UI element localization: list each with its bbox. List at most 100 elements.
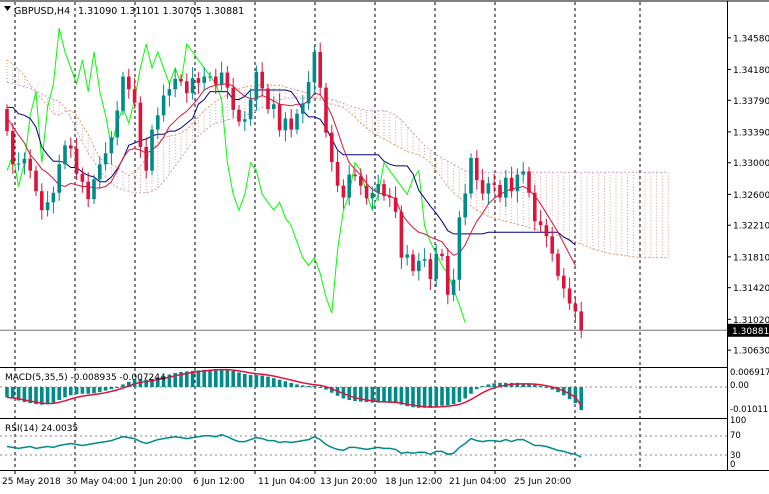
candle-body[interactable] [335,161,340,186]
candle-body[interactable] [301,103,305,114]
candle-body[interactable] [544,225,549,237]
candle-body[interactable] [422,259,427,261]
candle-body[interactable] [533,192,537,222]
candle-body[interactable] [550,236,554,254]
candle-body[interactable] [440,253,444,257]
candle-body[interactable] [388,195,392,198]
candle-body[interactable] [219,72,224,85]
candle-body[interactable] [248,99,253,120]
candle-body[interactable] [225,72,230,88]
candle-body[interactable] [243,119,247,122]
candle-body[interactable] [51,192,56,203]
candle-body[interactable] [208,76,212,78]
candle-body[interactable] [5,108,9,132]
candle-body[interactable] [196,78,201,83]
candle-body[interactable] [167,89,172,96]
candle-body[interactable] [277,104,282,131]
candle-body[interactable] [393,197,398,212]
candle-body[interactable] [190,78,195,94]
candle-body[interactable] [382,184,386,196]
candle-body[interactable] [428,259,433,279]
candle-body[interactable] [376,184,380,193]
candle-body[interactable] [527,171,531,193]
candle-body[interactable] [579,311,583,331]
candle-body[interactable] [330,132,334,162]
candle-body[interactable] [469,158,473,194]
candle-body[interactable] [283,118,288,131]
candle-body[interactable] [289,118,293,130]
candle-body[interactable] [295,113,299,130]
candle-body[interactable] [22,158,27,164]
candle-body[interactable] [399,211,404,258]
candle-body[interactable] [324,87,328,133]
candle-body[interactable] [92,179,96,200]
candle-body[interactable] [132,89,137,103]
candle-body[interactable] [353,174,357,177]
candle-body[interactable] [405,254,409,258]
candle-body[interactable] [74,148,79,174]
candle-body[interactable] [272,104,276,109]
candle-body[interactable] [364,185,369,199]
candle-body[interactable] [237,109,241,122]
triangle-down-icon[interactable] [4,6,11,11]
candle-body[interactable] [69,145,73,149]
candle-body[interactable] [202,76,206,83]
candle-body[interactable] [538,221,543,226]
candle-body[interactable] [179,78,183,82]
candle-body[interactable] [417,260,421,272]
candle-body[interactable] [486,183,491,194]
candle-body[interactable] [28,158,32,171]
candle-body[interactable] [45,202,50,211]
candle-body[interactable] [11,131,15,165]
candle-body[interactable] [40,191,44,211]
candle-body[interactable] [121,76,125,111]
candle-body[interactable] [127,76,131,90]
candle-body[interactable] [556,253,560,276]
candle-body[interactable] [86,181,90,200]
candle-body[interactable] [306,82,311,104]
candle-body[interactable] [138,102,143,147]
candle-body[interactable] [451,279,456,295]
candle-body[interactable] [103,153,108,165]
candle-body[interactable] [80,173,85,182]
candle-body[interactable] [156,115,160,130]
candle-body[interactable] [115,110,119,138]
candle-body[interactable] [34,170,38,192]
candle-body[interactable] [480,180,485,194]
candle-body[interactable] [144,146,148,171]
candle-body[interactable] [98,164,102,180]
candle-body[interactable] [214,76,218,85]
candle-body[interactable] [411,254,415,272]
candle-body[interactable] [446,256,450,295]
candlesticks[interactable] [5,42,583,339]
candle-body[interactable] [341,185,346,198]
candle-body[interactable] [457,217,462,280]
candle-body[interactable] [504,177,508,198]
candle-body[interactable] [347,174,351,198]
candle-body[interactable] [312,52,317,83]
candle-body[interactable] [492,183,496,185]
candle-body[interactable] [57,164,61,193]
candle-body[interactable] [63,145,67,165]
candle-body[interactable] [185,81,189,94]
candle-body[interactable] [359,176,363,186]
candle-body[interactable] [573,303,578,312]
candle-body[interactable] [173,78,177,90]
candle-body[interactable] [562,275,566,289]
candle-body[interactable] [231,87,235,110]
candle-body[interactable] [498,184,502,198]
candle-body[interactable] [370,192,375,199]
candle-body[interactable] [254,71,259,100]
candle-body[interactable] [567,288,572,304]
candle-body[interactable] [260,71,264,89]
candle-body[interactable] [16,163,21,165]
candle-body[interactable] [266,88,270,109]
candle-body[interactable] [434,253,438,279]
candle-body[interactable] [463,193,467,218]
candle-body[interactable] [475,158,479,181]
candle-body[interactable] [150,129,154,171]
candle-body[interactable] [521,171,525,175]
candle-body[interactable] [515,174,520,192]
